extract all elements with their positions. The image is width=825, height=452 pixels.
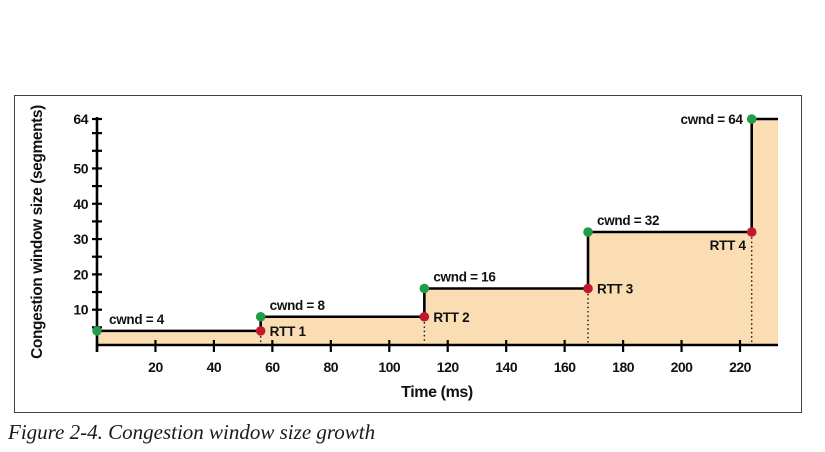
x-tick-label: 200 — [671, 359, 694, 375]
rtt-dot — [583, 283, 593, 294]
cwnd-label: cwnd = 16 — [433, 270, 496, 285]
cwnd-dot — [255, 311, 266, 322]
cwnd-dot — [583, 227, 593, 237]
y-tick-label: 50 — [73, 160, 88, 176]
cwnd-label: cwnd = 4 — [109, 312, 165, 327]
x-tick-label: 140 — [495, 359, 518, 375]
cwnd-label: cwnd = 8 — [270, 298, 326, 313]
y-tick-label: 40 — [73, 196, 88, 212]
y-tick-label: 30 — [73, 231, 88, 247]
x-axis-title: Time (ms) — [401, 384, 473, 401]
area-fill-shape — [97, 119, 778, 345]
annotations-layer: cwnd = 4 RTT 1 cwnd = 8 RTT 2 cwnd = 16 RTT 3… — [109, 112, 747, 339]
rtt-dot — [255, 326, 266, 336]
cwnd-dot — [419, 283, 430, 294]
x-tick-label: 180 — [612, 359, 635, 375]
cwnd-dot — [746, 114, 757, 124]
x-tick-label: 60 — [265, 359, 280, 375]
area-fill-layer — [97, 119, 778, 345]
rtt-dot — [419, 311, 430, 322]
rtt-label: RTT 2 — [433, 310, 469, 325]
y-tick-label: 10 — [73, 302, 88, 318]
rtt-dot — [746, 227, 757, 237]
x-tick-label: 20 — [148, 359, 163, 375]
chart-frame: 20 40 60 80 100 120 140 160 180 200 220 10 20 30 40 50 6… — [14, 95, 802, 413]
x-tick-label: 80 — [324, 359, 339, 375]
rtt-guides-layer — [259, 237, 753, 344]
axes-layer: 20 40 60 80 100 120 140 160 180 200 220 10 20 30 40 50 6… — [73, 111, 778, 375]
y-tick-label: 20 — [73, 266, 88, 282]
figure-caption: Figure 2-4. Congestion window size growt… — [8, 420, 376, 444]
x-tick-label: 160 — [554, 359, 577, 375]
step-line — [97, 117, 778, 333]
y-axis-title: Congestion window size (segments) — [29, 105, 46, 359]
x-tick-label: 100 — [378, 359, 401, 375]
rtt-label: RTT 1 — [270, 324, 307, 339]
cwnd-label: cwnd = 32 — [597, 213, 659, 228]
y-tick-label: 64 — [73, 111, 88, 127]
x-tick-label: 220 — [729, 359, 752, 375]
cwnd-label: cwnd = 64 — [680, 112, 743, 127]
congestion-window-chart: 20 40 60 80 100 120 140 160 180 200 220 10 20 30 40 50 6… — [29, 105, 778, 401]
x-tick-label: 40 — [207, 359, 222, 375]
x-tick-label: 120 — [437, 359, 460, 375]
cwnd-dot — [92, 326, 102, 336]
rtt-label: RTT 4 — [710, 238, 747, 253]
step-line-layer — [97, 117, 778, 333]
rtt-label: RTT 3 — [597, 282, 634, 297]
data-points-layer — [92, 114, 757, 336]
